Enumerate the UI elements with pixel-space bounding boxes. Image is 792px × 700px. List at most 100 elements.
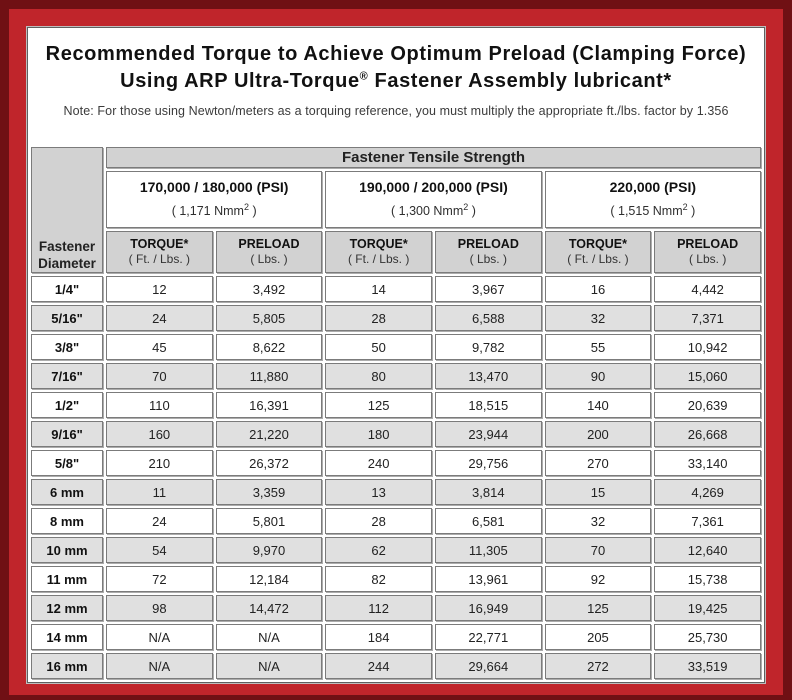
value-cell: 14 — [325, 276, 432, 302]
value-cell: 70 — [544, 537, 652, 563]
value-cell: 33,140 — [654, 450, 761, 476]
table-row: 3/8" 45 8,622 50 9,782 55 10,942 — [31, 334, 761, 360]
diameter-cell: 6 mm — [31, 479, 103, 505]
fastener-diameter-header: Fastener Diameter — [31, 146, 103, 273]
value-cell: 82 — [325, 566, 432, 592]
value-cell: 13 — [325, 479, 432, 505]
table-body: 1/4" 12 3,492 14 3,967 16 4,442 5/16" 24 5,805 28 6… — [31, 276, 761, 679]
value-cell: 45 — [106, 334, 213, 360]
value-cell: 8,622 — [215, 334, 323, 360]
value-cell: N/A — [215, 653, 323, 679]
tensile-header-row: Fastener Diameter Fastener Tensile Stren… — [31, 146, 761, 273]
value-cell: 26,372 — [215, 450, 323, 476]
value-cell: 160 — [106, 421, 213, 447]
value-cell: 80 — [325, 363, 432, 389]
title-line1: Recommended Torque to Achieve Optimum Pr… — [45, 43, 747, 65]
value-cell: 92 — [544, 566, 652, 592]
value-cell: 112 — [325, 595, 432, 621]
value-cell: 3,967 — [434, 276, 542, 302]
value-cell: 28 — [325, 305, 432, 331]
psi-label: 220,000 (PSI) — [609, 178, 696, 195]
value-cell: 200 — [544, 421, 652, 447]
units-header-row: TORQUE* ( Ft. / Lbs. ) PRELOAD ( Lbs. ) … — [31, 231, 761, 273]
diameter-cell: 14 mm — [31, 624, 103, 650]
table-row: 10 mm 54 9,970 62 11,305 70 12,640 — [31, 537, 761, 563]
value-cell: 184 — [325, 624, 432, 650]
red-frame: Recommended Torque to Achieve Optimum Pr… — [9, 9, 783, 695]
value-cell: 16 — [544, 276, 652, 302]
value-cell: 110 — [106, 392, 213, 418]
preload-column-header: PRELOAD ( Lbs. ) — [434, 231, 542, 273]
torque-column-header: TORQUE* ( Ft. / Lbs. ) — [325, 231, 432, 273]
value-cell: 125 — [325, 392, 432, 418]
diameter-cell: 8 mm — [31, 508, 103, 534]
value-cell: N/A — [215, 624, 323, 650]
value-cell: 19,425 — [654, 595, 761, 621]
value-cell: 98 — [106, 595, 213, 621]
value-cell: 32 — [544, 508, 652, 534]
registered-trademark-symbol: ® — [359, 70, 369, 83]
value-cell: 29,756 — [434, 450, 542, 476]
diameter-cell: 3/8" — [31, 334, 103, 360]
value-cell: 15,738 — [654, 566, 761, 592]
value-cell: 62 — [325, 537, 432, 563]
value-cell: 10,942 — [654, 334, 761, 360]
note-text: Note: For those using Newton/meters as a… — [63, 104, 729, 118]
diameter-cell: 16 mm — [31, 653, 103, 679]
value-cell: 140 — [544, 392, 652, 418]
psi-group-220: 220,000 (PSI) ( 1,515 Nmm2 ) — [544, 170, 761, 228]
corner-line2: Diameter — [38, 256, 96, 271]
table-row: 7/16" 70 11,880 80 13,470 90 15,060 — [31, 363, 761, 389]
table-row: 5/16" 24 5,805 28 6,588 32 7,371 — [31, 305, 761, 331]
value-cell: 70 — [106, 363, 213, 389]
psi-label: 190,000 / 200,000 (PSI) — [359, 178, 508, 195]
psi-group-170-180: 170,000 / 180,000 (PSI) ( 1,171 Nmm2 ) — [106, 170, 323, 228]
value-cell: 13,961 — [434, 566, 542, 592]
value-cell: 90 — [544, 363, 652, 389]
value-cell: 25,730 — [654, 624, 761, 650]
value-cell: 50 — [325, 334, 432, 360]
tensile-strength-header: Fastener Tensile Strength — [106, 146, 761, 168]
value-cell: 9,970 — [215, 537, 323, 563]
value-cell: 272 — [544, 653, 652, 679]
value-cell: 33,519 — [654, 653, 761, 679]
value-cell: 7,361 — [654, 508, 761, 534]
value-cell: 270 — [544, 450, 652, 476]
value-cell: 20,639 — [654, 392, 761, 418]
psi-header-row: 170,000 / 180,000 (PSI) ( 1,171 Nmm2 ) 1… — [31, 170, 761, 228]
title-line2: Using ARP Ultra-Torque — [120, 70, 360, 92]
nmm-label: ( 1,171 Nmm2 ) — [171, 201, 257, 218]
title-line2-rest: Fastener Assembly lubricant* — [368, 70, 672, 92]
diameter-cell: 7/16" — [31, 363, 103, 389]
preload-column-header: PRELOAD ( Lbs. ) — [215, 231, 323, 273]
value-cell: 18,515 — [434, 392, 542, 418]
value-cell: 72 — [106, 566, 213, 592]
psi-label: 170,000 / 180,000 (PSI) — [139, 178, 289, 195]
value-cell: 54 — [106, 537, 213, 563]
value-cell: 11 — [106, 479, 213, 505]
value-cell: 15 — [544, 479, 652, 505]
diameter-cell: 12 mm — [31, 595, 103, 621]
value-cell: 6,588 — [434, 305, 542, 331]
value-cell: 24 — [106, 508, 213, 534]
value-cell: 23,944 — [434, 421, 542, 447]
value-cell: 5,805 — [215, 305, 323, 331]
value-cell: 4,442 — [654, 276, 761, 302]
corner-line1: Fastener — [38, 239, 96, 254]
value-cell: 16,391 — [215, 392, 323, 418]
value-cell: 15,060 — [654, 363, 761, 389]
value-cell: 32 — [544, 305, 652, 331]
diameter-cell: 5/8" — [31, 450, 103, 476]
table-row: 12 mm 98 14,472 112 16,949 125 19,425 — [31, 595, 761, 621]
table-row: 6 mm 11 3,359 13 3,814 15 4,269 — [31, 479, 761, 505]
value-cell: 29,664 — [434, 653, 542, 679]
value-cell: 28 — [325, 508, 432, 534]
torque-spec-table: Fastener Diameter Fastener Tensile Stren… — [28, 143, 764, 682]
value-cell: 26,668 — [654, 421, 761, 447]
value-cell: 5,801 — [215, 508, 323, 534]
table-row: 16 mm N/A N/A 244 29,664 272 33,519 — [31, 653, 761, 679]
nmm-label: ( 1,515 Nmm2 ) — [610, 201, 696, 218]
diameter-cell: 11 mm — [31, 566, 103, 592]
table-row: 1/2" 110 16,391 125 18,515 140 20,639 — [31, 392, 761, 418]
